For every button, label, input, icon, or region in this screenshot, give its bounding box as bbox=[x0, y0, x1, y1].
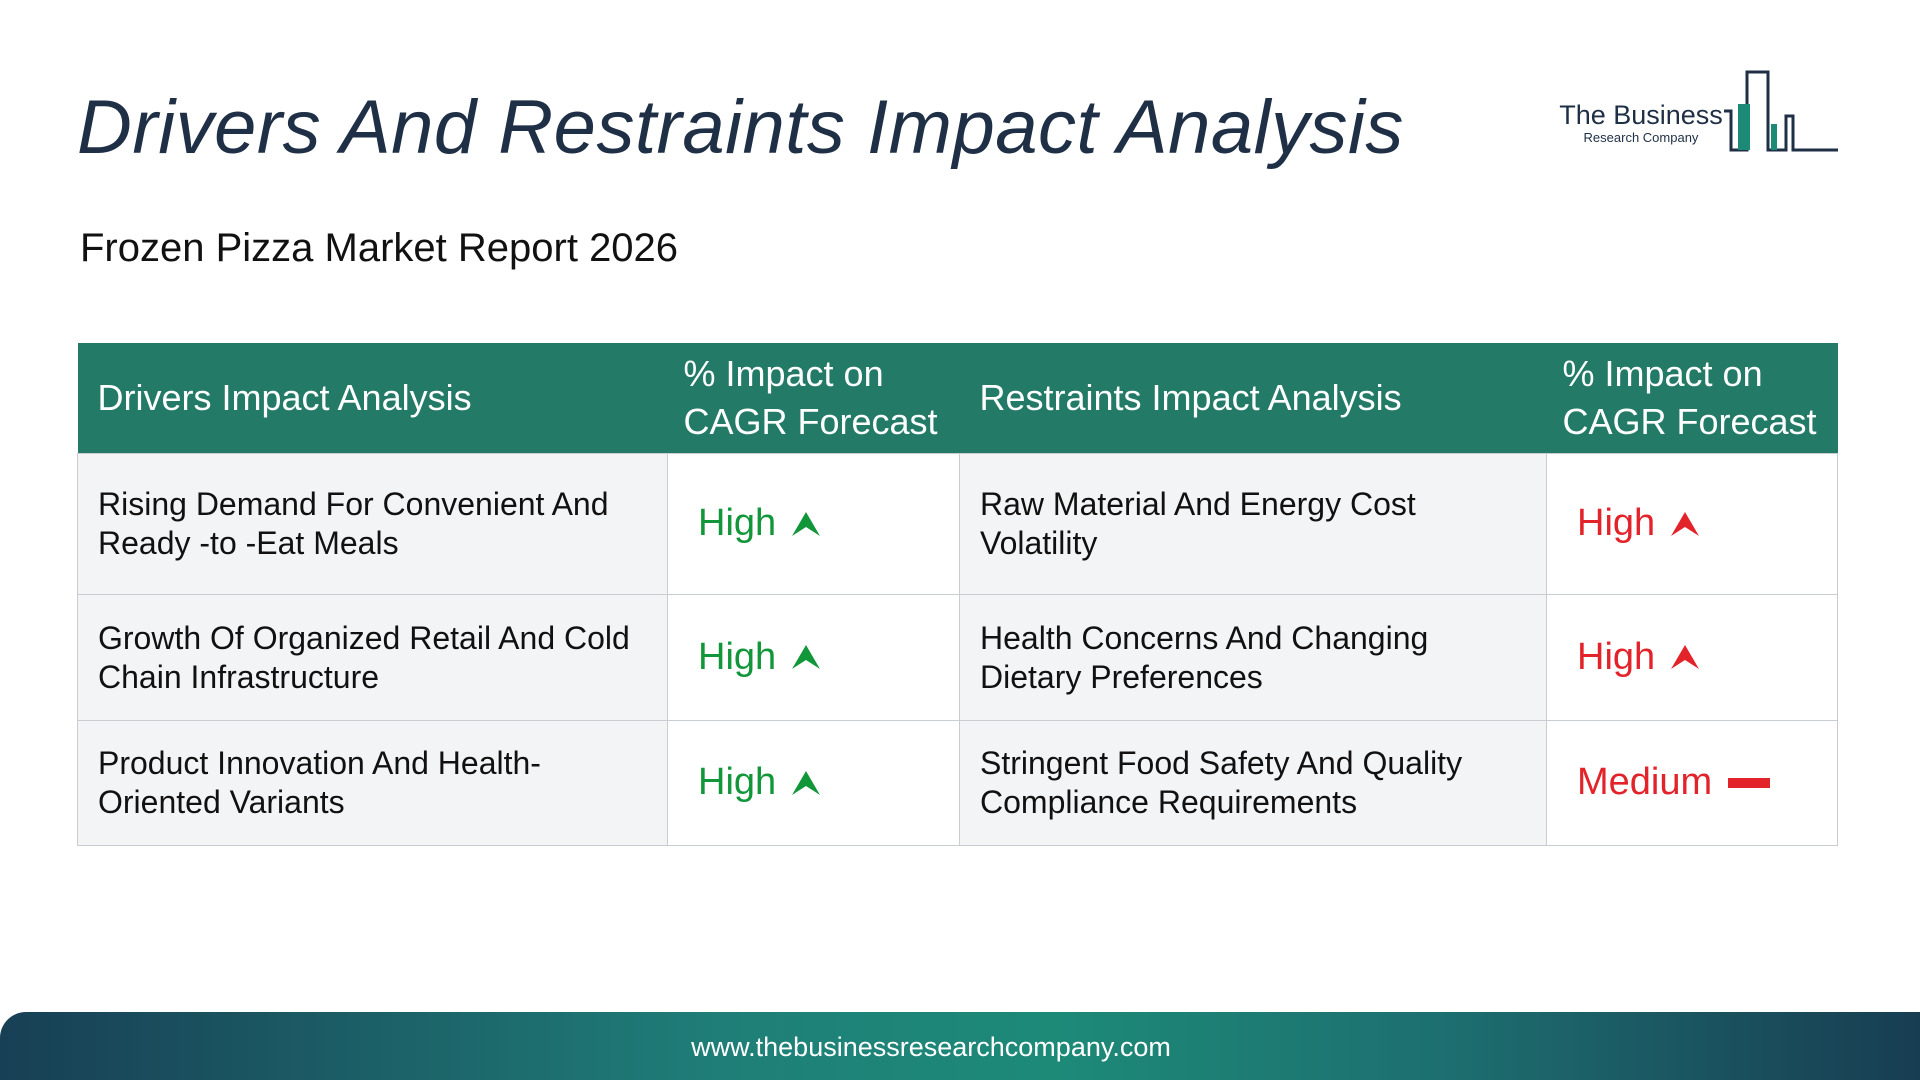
restraints-header: Restraints Impact Analysis bbox=[959, 343, 1547, 454]
impact-label: Medium bbox=[1577, 761, 1713, 803]
restraints-impact-header: % Impact on CAGR Forecast bbox=[1546, 343, 1838, 454]
arrow-up-icon bbox=[792, 511, 821, 536]
dash-icon bbox=[1728, 777, 1771, 788]
report-subtitle: Frozen Pizza Market Report 2026 bbox=[80, 226, 679, 270]
restraint-impact-cell: High bbox=[1546, 453, 1838, 595]
arrow-up-icon bbox=[1671, 645, 1700, 669]
driver-impact-cell: High bbox=[667, 720, 960, 846]
table-row: Growth Of Organized Retail And Cold Chai… bbox=[77, 594, 1838, 721]
drivers-header: Drivers Impact Analysis bbox=[77, 343, 668, 454]
restraint-cell: Raw Material And Energy Cost Volatility bbox=[959, 453, 1547, 595]
driver-cell: Product Innovation And Health-Oriented V… bbox=[77, 720, 668, 846]
driver-cell: Rising Demand For Convenient And Ready -… bbox=[77, 453, 668, 595]
arrow-up-icon bbox=[792, 645, 821, 669]
table-row: Product Innovation And Health-Oriented V… bbox=[77, 720, 1838, 846]
company-logo: The Business Research Company bbox=[1552, 64, 1842, 164]
restraint-impact-value: High bbox=[1577, 635, 1700, 678]
driver-impact-value: High bbox=[698, 635, 821, 678]
driver-impact-value: High bbox=[698, 761, 821, 803]
restraint-cell: Health Concerns And Changing Dietary Pre… bbox=[959, 594, 1547, 721]
drivers-impact-header: % Impact on CAGR Forecast bbox=[667, 343, 960, 454]
restraint-impact-value: High bbox=[1577, 502, 1700, 544]
impact-label: High bbox=[1577, 502, 1656, 544]
restraint-impact-cell: Medium bbox=[1546, 720, 1838, 846]
driver-impact-value: High bbox=[698, 502, 821, 544]
restraint-impact-cell: High bbox=[1546, 594, 1838, 721]
impact-label: High bbox=[698, 502, 777, 544]
arrow-up-icon bbox=[1671, 511, 1700, 536]
restraint-cell: Stringent Food Safety And Quality Compli… bbox=[959, 720, 1547, 846]
page-title: Drivers And Restraints Impact Analysis bbox=[77, 85, 1404, 170]
building-bars-icon bbox=[1724, 70, 1838, 152]
table-row: Rising Demand For Convenient And Ready -… bbox=[77, 453, 1838, 595]
table-header-row: Drivers Impact Analysis % Impact on CAGR… bbox=[77, 343, 1838, 454]
footer-bar: www.thebusinessresearchcompany.com bbox=[0, 1012, 1920, 1080]
restraint-impact-value: Medium bbox=[1577, 761, 1771, 803]
logo-tagline: Research Company bbox=[1583, 130, 1699, 145]
driver-impact-cell: High bbox=[667, 594, 960, 721]
logo-name: The Business bbox=[1559, 100, 1723, 130]
arrow-up-icon bbox=[792, 770, 821, 795]
driver-cell: Growth Of Organized Retail And Cold Chai… bbox=[77, 594, 668, 721]
impact-table: Drivers Impact Analysis % Impact on CAGR… bbox=[77, 343, 1838, 846]
footer-url[interactable]: www.thebusinessresearchcompany.com bbox=[691, 1032, 1171, 1062]
driver-impact-cell: High bbox=[667, 453, 960, 595]
impact-label: High bbox=[698, 635, 777, 678]
impact-label: High bbox=[1577, 635, 1656, 678]
impact-label: High bbox=[698, 761, 777, 803]
